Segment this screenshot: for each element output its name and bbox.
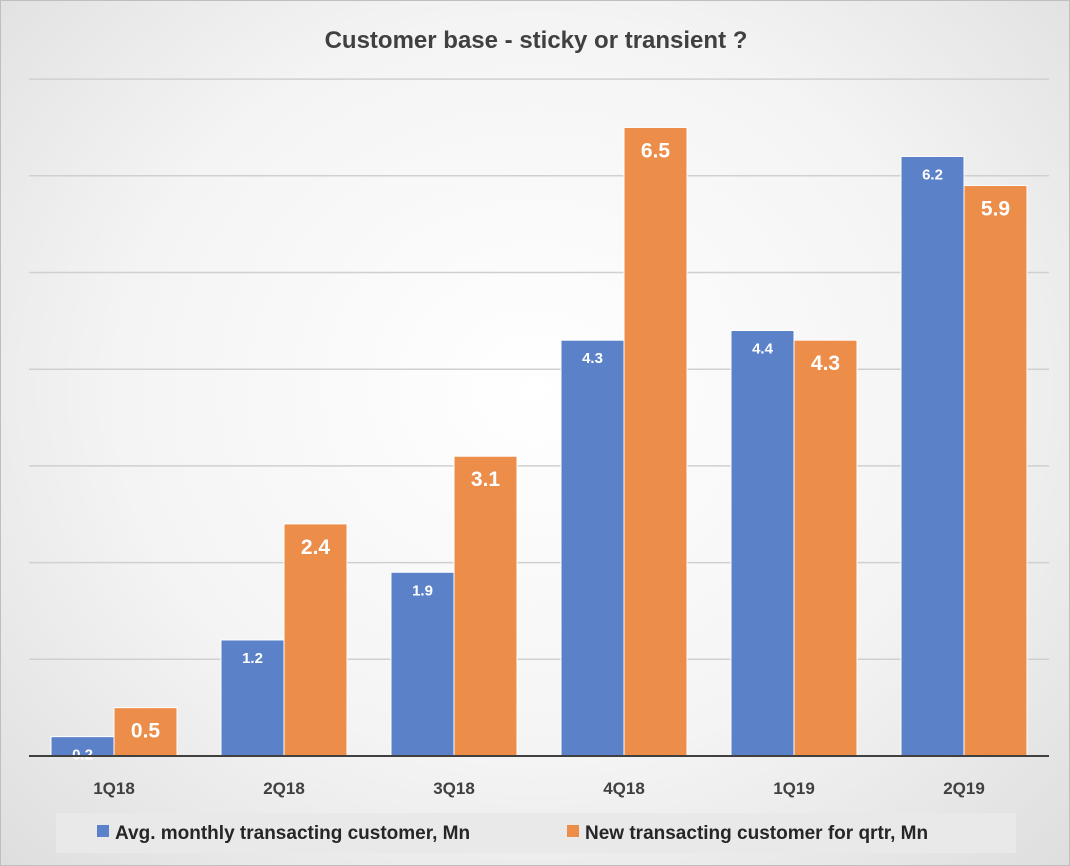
gridlines (29, 78, 1049, 661)
bar-series-1 (900, 155, 965, 757)
x-tick-label: 4Q18 (603, 779, 645, 798)
data-label-series-1: 6.2 (922, 166, 943, 183)
chart-title: Customer base - sticky or transient ? (325, 27, 748, 54)
bar-series-1 (220, 639, 285, 757)
data-label-series-2: 0.5 (131, 720, 161, 743)
legend-swatch-series-1 (97, 825, 109, 837)
data-label-series-1: 4.3 (582, 350, 603, 367)
data-labels: 0.20.51.22.41.93.14.36.54.44.36.25.9 (72, 139, 1010, 763)
legend-item-series-1: Avg. monthly transacting customer, Mn (97, 823, 470, 844)
bar-series-1 (560, 339, 625, 757)
data-label-series-1: 4.4 (752, 341, 774, 358)
data-label-series-2: 5.9 (981, 197, 1010, 220)
x-tick-label: 1Q19 (773, 779, 815, 798)
bar-series-2 (963, 184, 1028, 757)
data-label-series-2: 4.3 (811, 352, 840, 375)
data-label-series-2: 3.1 (471, 468, 501, 491)
legend-item-series-2: New transacting customer for qrtr, Mn (567, 823, 928, 844)
x-axis-ticks: 1Q18 2Q18 3Q18 4Q18 1Q19 2Q19 (93, 779, 985, 798)
bar-series-1 (390, 571, 455, 757)
legend-box (56, 813, 1016, 853)
bar-series-2 (793, 339, 858, 757)
x-tick-label: 2Q18 (263, 779, 305, 798)
bar-series-2 (623, 126, 688, 757)
data-label-series-1: 1.9 (412, 582, 433, 599)
bar-series-1 (730, 330, 795, 757)
data-label-series-1: 1.2 (242, 650, 263, 667)
legend-swatch-series-2 (567, 825, 579, 837)
data-label-series-2: 2.4 (301, 536, 331, 559)
x-tick-label: 1Q18 (93, 779, 135, 798)
bar-series-2 (113, 707, 178, 757)
x-tick-label: 3Q18 (433, 779, 475, 798)
bars (50, 126, 1028, 757)
data-label-series-2: 6.5 (641, 139, 671, 162)
legend-label-series-2: New transacting customer for qrtr, Mn (585, 823, 928, 844)
bar-series-2 (453, 455, 518, 757)
legend-label-series-1: Avg. monthly transacting customer, Mn (115, 823, 470, 844)
x-tick-label: 2Q19 (943, 779, 985, 798)
